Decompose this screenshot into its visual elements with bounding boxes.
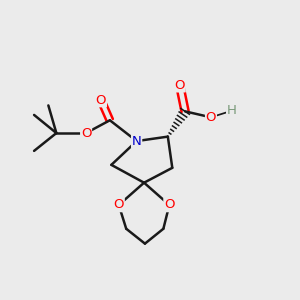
- Text: O: O: [96, 94, 106, 106]
- Text: N: N: [132, 135, 142, 148]
- Text: O: O: [113, 199, 124, 212]
- Text: O: O: [206, 111, 216, 124]
- Text: O: O: [175, 79, 185, 92]
- Text: O: O: [164, 199, 175, 212]
- Text: O: O: [81, 127, 91, 140]
- Text: H: H: [227, 104, 237, 117]
